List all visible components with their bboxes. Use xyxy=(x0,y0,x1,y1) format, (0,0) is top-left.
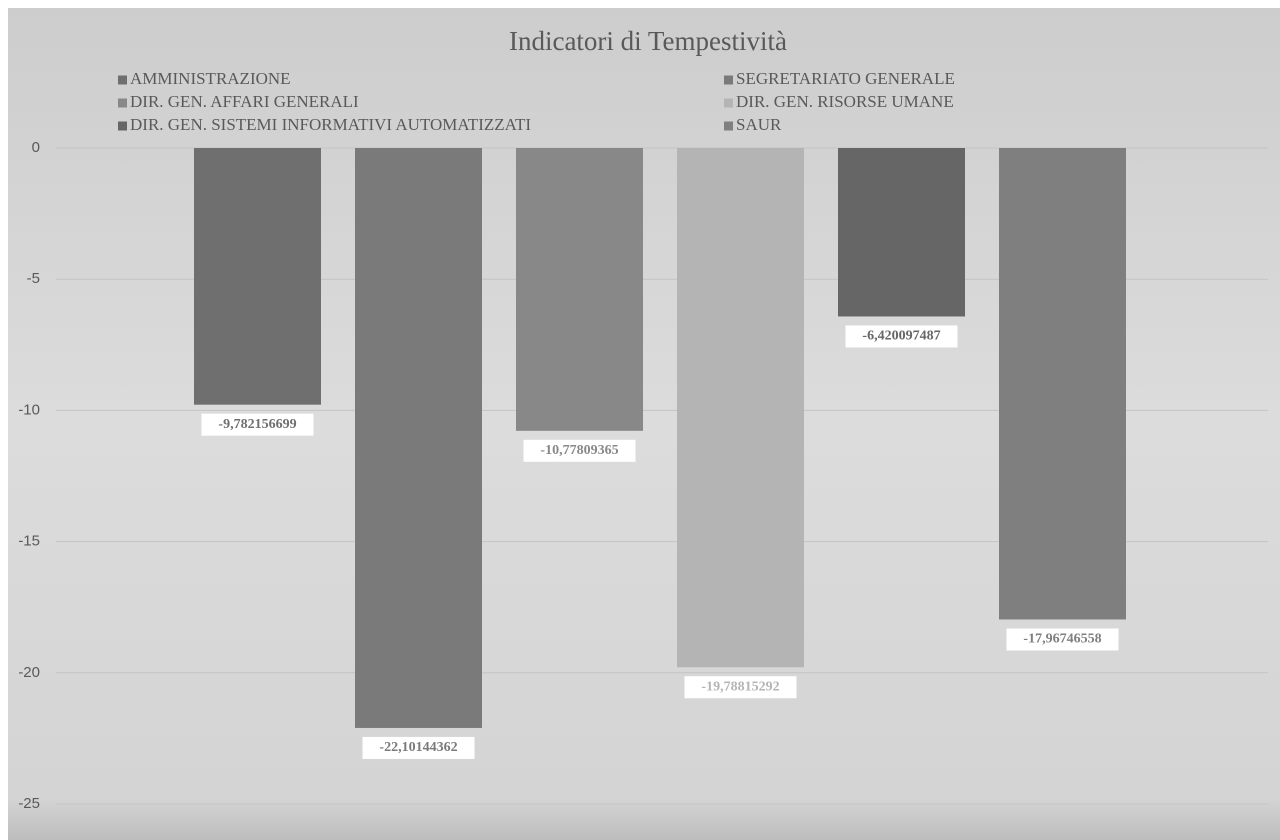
data-label: -17,96746558 xyxy=(1023,632,1101,647)
data-label: -6,420097487 xyxy=(862,329,940,344)
legend-label: SAUR xyxy=(736,115,782,134)
legend-label: DIR. GEN. AFFARI GENERALI xyxy=(130,92,359,111)
y-tick-label: -5 xyxy=(27,270,40,287)
data-label: -22,10144362 xyxy=(379,740,457,755)
legend-label: DIR. GEN. SISTEMI INFORMATIVI AUTOMATIZZ… xyxy=(130,115,531,134)
y-tick-label: -10 xyxy=(18,401,40,418)
bar xyxy=(999,148,1126,620)
data-label: -10,77809365 xyxy=(540,443,618,458)
data-label-box xyxy=(362,736,475,759)
data-label-box xyxy=(845,325,958,348)
legend-marker xyxy=(724,121,733,131)
data-label-box xyxy=(523,439,636,462)
bar xyxy=(838,148,965,317)
legend-marker xyxy=(118,121,127,131)
bar xyxy=(516,148,643,431)
legend-label: SEGRETARIATO GENERALE xyxy=(736,69,955,88)
data-label-box xyxy=(684,676,797,699)
legend-marker xyxy=(118,75,127,85)
y-tick-label: -20 xyxy=(18,664,40,681)
data-label-box xyxy=(1006,628,1119,651)
legend-marker xyxy=(724,98,733,108)
legend-label: AMMINISTRAZIONE xyxy=(130,69,291,88)
legend-marker xyxy=(724,75,733,85)
bar xyxy=(677,148,804,668)
legend-label: DIR. GEN. RISORSE UMANE xyxy=(736,92,954,111)
bar xyxy=(355,148,482,728)
chart-title: Indicatori di Tempestività xyxy=(509,26,787,56)
y-tick-label: -15 xyxy=(18,533,40,550)
data-label-box xyxy=(201,413,314,436)
bar xyxy=(194,148,321,405)
data-label: -19,78815292 xyxy=(701,679,779,694)
y-tick-label: -25 xyxy=(18,795,40,812)
y-tick-label: 0 xyxy=(32,139,40,156)
legend-marker xyxy=(118,98,127,108)
data-label: -9,782156699 xyxy=(218,417,296,432)
